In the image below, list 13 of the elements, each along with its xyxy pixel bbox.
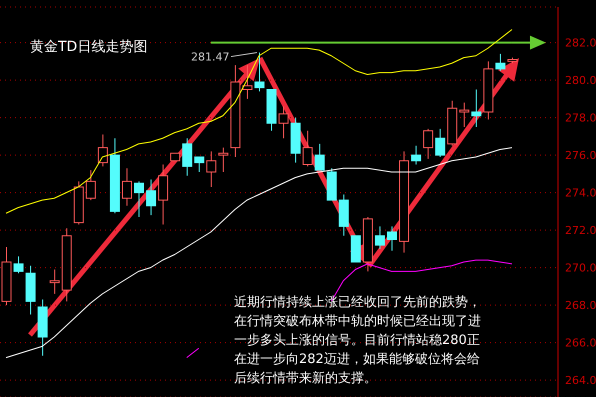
y-tick-label: 268.0 — [565, 299, 596, 312]
annotation: 近期行情持续上涨已经收回了先前的跌势，在行情突破布林带中轨的时候已经出现了进一步多头上涨的信号。目前行情站稳280正在进一步向282迈进，如果能够破位将会给后续行情带来新的支撑。 — [234, 294, 482, 388]
y-tick-label: 278.0 — [565, 112, 596, 125]
annotation: 281.47 — [191, 50, 230, 64]
y-tick-label: 274.0 — [565, 186, 596, 200]
y-tick-label: 270.0 — [565, 262, 596, 275]
y-tick-label: 282.0 — [565, 36, 596, 50]
y-tick-label: 272.0 — [565, 224, 596, 238]
y-tick-label: 280.0 — [565, 74, 596, 88]
y-tick-label: 264.0 — [565, 374, 596, 388]
y-tick-label: 266.0 — [565, 336, 596, 350]
text: 黄金TD日线走势图 — [30, 38, 148, 56]
y-tick-label: 276.0 — [565, 149, 596, 162]
